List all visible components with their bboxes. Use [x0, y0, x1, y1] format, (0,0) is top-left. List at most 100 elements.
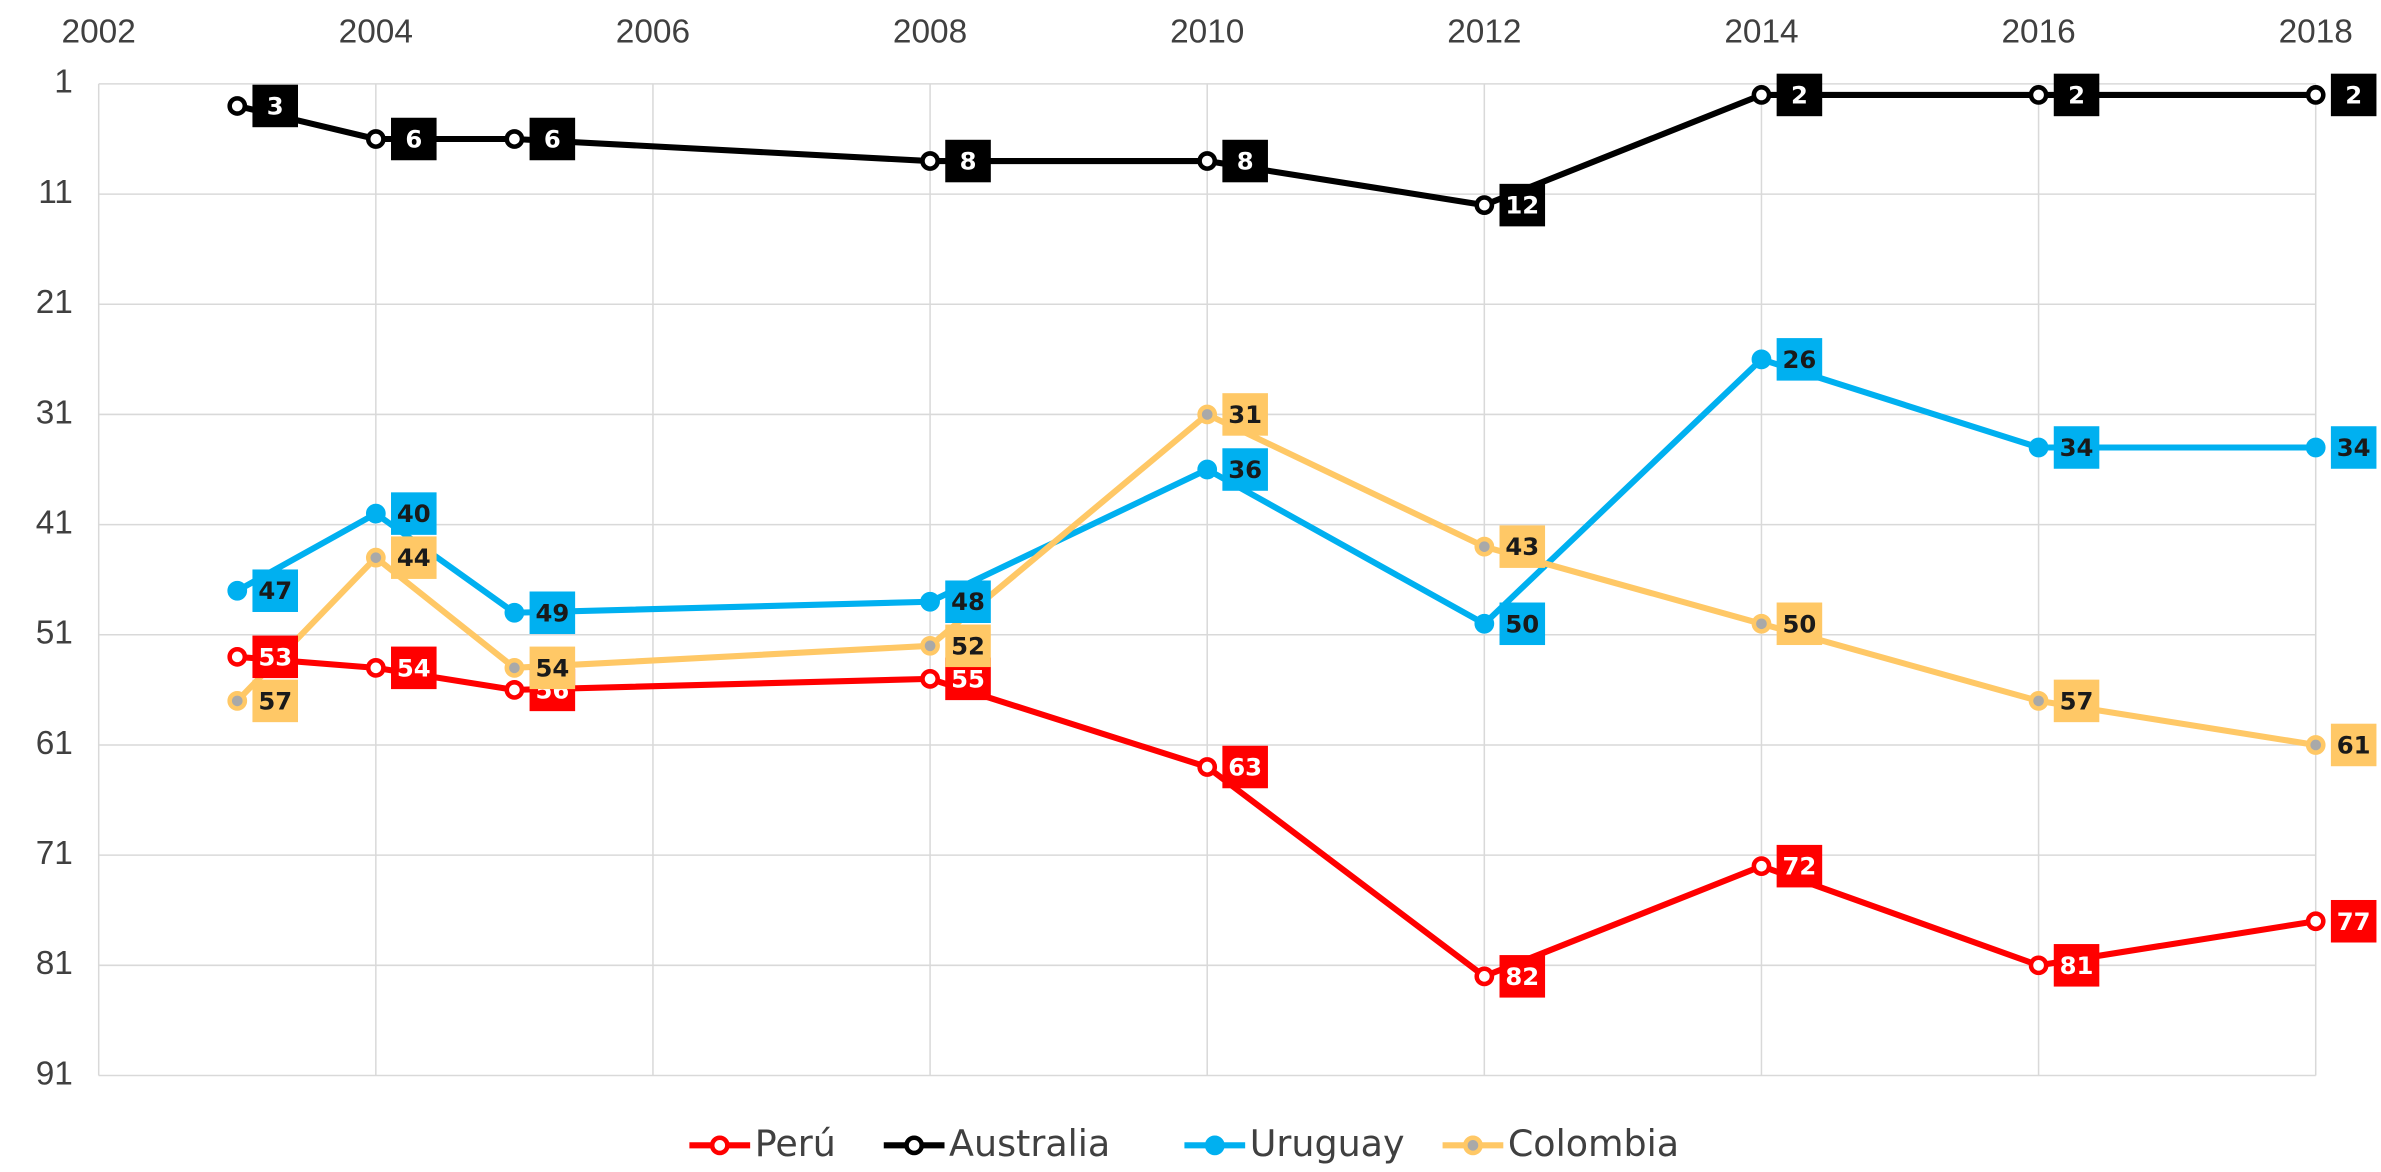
data-label-text: 3: [267, 91, 284, 120]
data-label-text: 53: [258, 642, 292, 671]
data-label: 47: [252, 569, 299, 612]
y-tick-label: 71: [36, 835, 73, 872]
marker: [1474, 195, 1495, 215]
data-label-text: 43: [1505, 532, 1539, 561]
data-label: 72: [1776, 844, 1823, 888]
y-tick-label: 81: [36, 945, 73, 982]
data-label-box: [2053, 944, 2100, 987]
marker: [2028, 691, 2049, 711]
data-label-text: 34: [2337, 433, 2371, 462]
data-label-text: 47: [258, 576, 292, 605]
series-line: [235, 356, 2316, 627]
data-label-text: 50: [1505, 609, 1539, 638]
data-label-box: [945, 139, 991, 183]
data-label: 8: [945, 139, 991, 183]
data-label-box: [945, 624, 991, 668]
marker: [920, 635, 940, 656]
data-label: 63: [1222, 745, 1268, 789]
data-label-box: [1222, 139, 1268, 183]
y-tick-label: 91: [36, 1055, 73, 1092]
data-label-text: 77: [2337, 907, 2371, 936]
legend-marker: [1204, 1135, 1225, 1156]
y-tick-label: 21: [36, 284, 73, 321]
marker: [365, 657, 386, 678]
marker: [1474, 966, 1495, 987]
data-label-text: 6: [405, 125, 422, 154]
marker: [2305, 437, 2326, 458]
x-tick-label: 2012: [1447, 14, 1521, 51]
marker: [2028, 85, 2049, 105]
data-label-text: 50: [1783, 609, 1817, 638]
data-label-text: 34: [2060, 433, 2094, 462]
data-label-text: 61: [2337, 730, 2371, 759]
marker: [1751, 349, 1772, 370]
marker: [365, 547, 386, 568]
data-label: 57: [2053, 679, 2100, 723]
data-label: 49: [529, 591, 576, 635]
data-label: 44: [391, 536, 437, 579]
data-label: 54: [529, 646, 576, 690]
marker: [504, 680, 525, 700]
x-tick-label: 2002: [62, 14, 136, 51]
data-label: 48: [945, 580, 991, 623]
legend-marker: [1463, 1135, 1483, 1156]
marker: [1751, 613, 1772, 634]
data-label-text: 54: [397, 653, 431, 682]
marker: [2305, 735, 2326, 755]
data-label-box: [1499, 525, 1546, 568]
data-label: 57: [252, 679, 299, 723]
data-label-text: 82: [1505, 962, 1539, 991]
marker: [365, 503, 386, 524]
marker: [227, 646, 248, 667]
legend-label: Australia: [949, 1122, 1110, 1165]
legend-marker: [709, 1135, 730, 1156]
marker: [2028, 955, 2049, 976]
data-label: 82: [1499, 955, 1546, 998]
data-label: 36: [1222, 448, 1268, 491]
data-label-box: [2053, 73, 2100, 117]
marker: [227, 96, 248, 116]
y-tick-label: 51: [36, 615, 73, 652]
data-label: 40: [391, 492, 437, 535]
marker: [1474, 613, 1495, 634]
legend-marker: [904, 1135, 925, 1156]
data-label-box: [391, 117, 437, 161]
data-label: 2: [2053, 73, 2100, 117]
data-label: 6: [391, 117, 437, 161]
data-label-text: 26: [1783, 345, 1817, 374]
data-label-box: [2330, 899, 2377, 943]
data-label-text: 49: [535, 598, 569, 627]
marker: [1197, 459, 1218, 480]
data-label-box: [529, 646, 576, 690]
data-label-box: [529, 117, 576, 161]
data-label: 50: [1499, 602, 1546, 646]
data-label-box: [252, 635, 299, 679]
marker: [1751, 85, 1772, 105]
data-label-box: [391, 536, 437, 579]
data-label: 34: [2330, 426, 2377, 469]
x-tick-label: 2004: [339, 14, 413, 51]
data-label-text: 31: [1228, 400, 1262, 429]
data-label-box: [1776, 338, 1823, 381]
data-label: 52: [945, 624, 991, 668]
marker: [920, 668, 940, 689]
x-tick-label: 2018: [2279, 14, 2353, 51]
data-label-box: [2053, 426, 2100, 469]
data-label: 61: [2330, 723, 2377, 767]
marker: [504, 657, 525, 678]
data-label: 50: [1776, 602, 1823, 646]
marker: [1197, 151, 1218, 171]
x-tick-label: 2010: [1170, 14, 1244, 51]
data-label-text: 8: [960, 147, 977, 176]
marker: [227, 580, 248, 601]
data-label-text: 57: [2060, 686, 2094, 715]
data-label: 43: [1499, 525, 1546, 568]
marker: [920, 591, 940, 612]
data-label-text: 12: [1505, 191, 1539, 220]
y-tick-label: 41: [36, 504, 73, 541]
data-label-box: [2330, 426, 2377, 469]
data-label: 34: [2053, 426, 2100, 469]
legend-label: Colombia: [1508, 1122, 1679, 1165]
data-label-box: [252, 679, 299, 723]
